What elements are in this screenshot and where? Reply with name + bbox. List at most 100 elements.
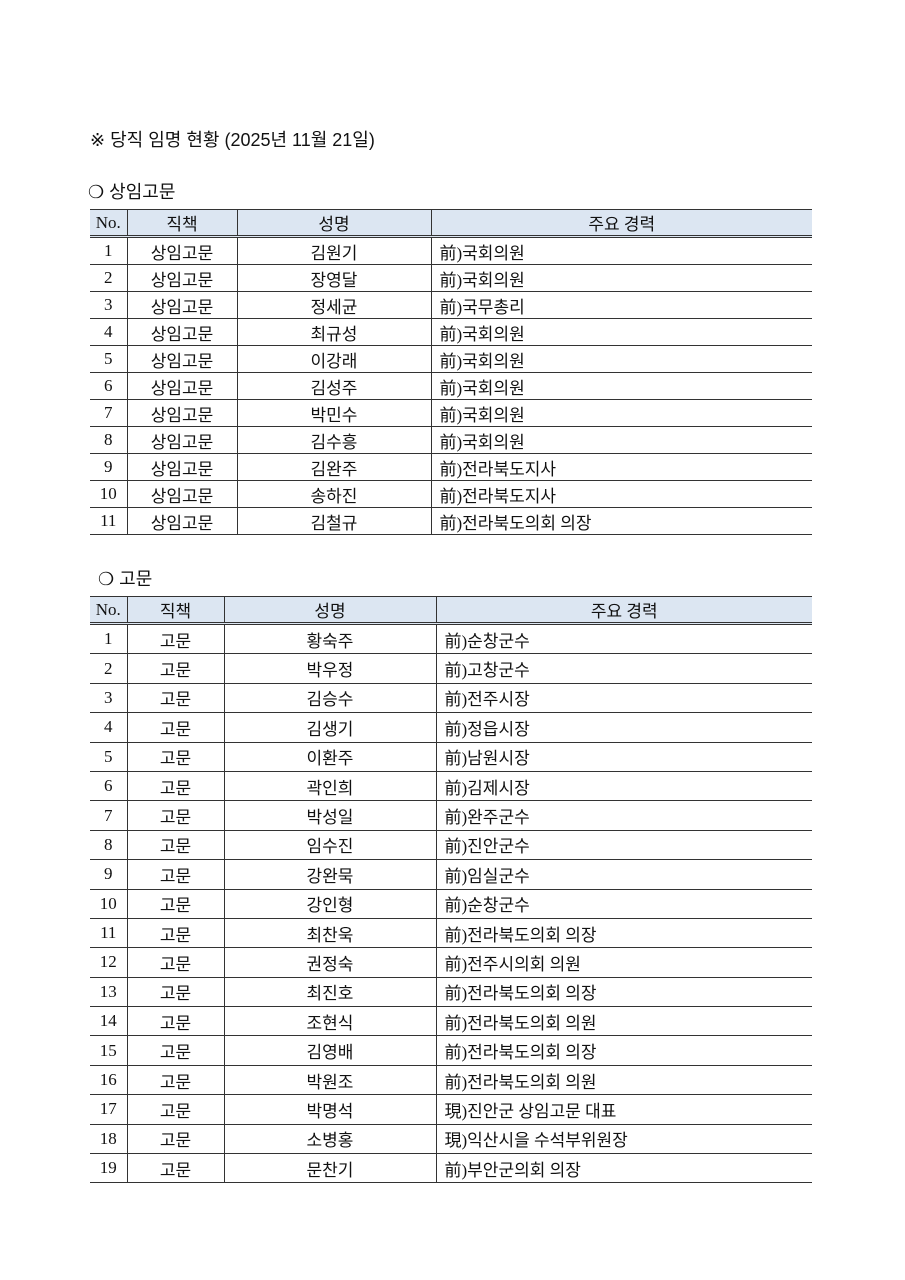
career-cell: 前)완주군수 — [435, 800, 812, 831]
row-number: 1 — [90, 236, 128, 265]
position-cell: 고문 — [126, 1064, 225, 1096]
row-number: 2 — [90, 264, 128, 292]
table-row: 13 고문 최진호 前)전라북도의회 의장 — [90, 976, 812, 1008]
name-cell: 문찬기 — [223, 1153, 437, 1184]
name-cell: 곽인희 — [223, 770, 437, 802]
name-cell: 김수흥 — [236, 426, 432, 454]
name-cell: 이환주 — [223, 741, 437, 772]
header-career: 주요 경력 — [435, 596, 812, 625]
row-number: 13 — [90, 976, 128, 1008]
position-cell: 고문 — [126, 770, 225, 802]
table-row: 10 상임고문 송하진 前)전라북도지사 — [90, 480, 812, 508]
position-cell: 상임고문 — [126, 480, 238, 508]
table-row: 9 고문 강완묵 前)임실군수 — [90, 859, 812, 890]
name-cell: 최진호 — [223, 976, 437, 1008]
position-cell: 고문 — [126, 712, 225, 743]
career-cell: 前)국회의원 — [430, 236, 812, 265]
row-number: 18 — [90, 1123, 128, 1155]
header-position: 직책 — [126, 596, 225, 625]
table-row: 7 고문 박성일 前)완주군수 — [90, 800, 812, 831]
row-number: 16 — [90, 1064, 128, 1096]
section-heading-advisors: ❍ 고문 — [98, 569, 153, 589]
section-heading-senior-advisors: ❍ 상임고문 — [88, 182, 176, 202]
row-number: 12 — [90, 947, 128, 978]
name-cell: 김원기 — [236, 236, 432, 265]
name-cell: 권정숙 — [223, 947, 437, 978]
advisors-table: No. 직책 성명 주요 경력 1 고문 황숙주 前)순창군수 2 고문 박우정 前)고창군수 3 고문 김… — [90, 596, 812, 1184]
header-career: 주요 경력 — [430, 209, 812, 238]
row-number: 4 — [90, 318, 128, 346]
name-cell: 박명석 — [223, 1094, 437, 1125]
header-name: 성명 — [223, 596, 437, 625]
row-number: 7 — [90, 399, 128, 427]
position-cell: 상임고문 — [126, 345, 238, 373]
position-cell: 고문 — [126, 1006, 225, 1037]
career-cell: 前)전라북도지사 — [430, 453, 812, 481]
position-cell: 고문 — [126, 800, 225, 831]
row-number: 8 — [90, 426, 128, 454]
table-row: 6 고문 곽인희 前)김제시장 — [90, 770, 812, 802]
row-number: 17 — [90, 1094, 128, 1125]
table-row: 1 고문 황숙주 前)순창군수 — [90, 622, 812, 655]
career-cell: 前)전라북도의회 의원 — [435, 1064, 812, 1096]
table-row: 14 고문 조현식 前)전라북도의회 의원 — [90, 1006, 812, 1037]
position-cell: 상임고문 — [126, 264, 238, 292]
row-number: 8 — [90, 829, 128, 861]
row-number: 9 — [90, 859, 128, 890]
table-row: 3 고문 김승수 前)전주시장 — [90, 682, 812, 714]
name-cell: 강완묵 — [223, 859, 437, 890]
name-cell: 임수진 — [223, 829, 437, 861]
row-number: 3 — [90, 291, 128, 319]
table-row: 17 고문 박명석 現)진안군 상임고문 대표 — [90, 1094, 812, 1125]
name-cell: 김성주 — [236, 372, 432, 400]
career-cell: 前)전라북도지사 — [430, 480, 812, 508]
name-cell: 박성일 — [223, 800, 437, 831]
table-row: 2 상임고문 장영달 前)국회의원 — [90, 264, 812, 292]
career-cell: 前)전라북도의회 의장 — [435, 917, 812, 949]
career-cell: 前)진안군수 — [435, 829, 812, 861]
row-number: 14 — [90, 1006, 128, 1037]
position-cell: 상임고문 — [126, 291, 238, 319]
career-cell: 現)익산시을 수석부위원장 — [435, 1123, 812, 1155]
row-number: 6 — [90, 770, 128, 802]
career-cell: 前)국회의원 — [430, 264, 812, 292]
position-cell: 고문 — [126, 1123, 225, 1155]
row-number: 1 — [90, 622, 128, 655]
career-cell: 前)국회의원 — [430, 318, 812, 346]
position-cell: 고문 — [126, 653, 225, 684]
position-cell: 고문 — [126, 741, 225, 772]
position-cell: 상임고문 — [126, 236, 238, 265]
name-cell: 박원조 — [223, 1064, 437, 1096]
position-cell: 상임고문 — [126, 507, 238, 535]
row-number: 11 — [90, 507, 128, 535]
row-number: 10 — [90, 888, 128, 919]
name-cell: 소병홍 — [223, 1123, 437, 1155]
row-number: 5 — [90, 741, 128, 772]
career-cell: 前)전주시장 — [435, 682, 812, 714]
row-number: 15 — [90, 1035, 128, 1066]
name-cell: 송하진 — [236, 480, 432, 508]
name-cell: 박우정 — [223, 653, 437, 684]
row-number: 9 — [90, 453, 128, 481]
career-cell: 前)국회의원 — [430, 372, 812, 400]
name-cell: 김완주 — [236, 453, 432, 481]
table-row: 16 고문 박원조 前)전라북도의회 의원 — [90, 1064, 812, 1096]
table-header-row: No. 직책 성명 주요 경력 — [90, 596, 812, 625]
career-cell: 前)국회의원 — [430, 399, 812, 427]
name-cell: 조현식 — [223, 1006, 437, 1037]
table-header-row: No. 직책 성명 주요 경력 — [90, 209, 812, 238]
row-number: 7 — [90, 800, 128, 831]
position-cell: 상임고문 — [126, 372, 238, 400]
position-cell: 고문 — [126, 1035, 225, 1066]
table-row: 4 고문 김생기 前)정읍시장 — [90, 712, 812, 743]
table-row: 9 상임고문 김완주 前)전라북도지사 — [90, 453, 812, 481]
career-cell: 前)고창군수 — [435, 653, 812, 684]
name-cell: 이강래 — [236, 345, 432, 373]
row-number: 19 — [90, 1153, 128, 1184]
header-no: No. — [90, 209, 128, 238]
row-number: 4 — [90, 712, 128, 743]
table-row: 12 고문 권정숙 前)전주시의회 의원 — [90, 947, 812, 978]
name-cell: 김승수 — [223, 682, 437, 714]
position-cell: 고문 — [126, 622, 225, 655]
career-cell: 前)임실군수 — [435, 859, 812, 890]
